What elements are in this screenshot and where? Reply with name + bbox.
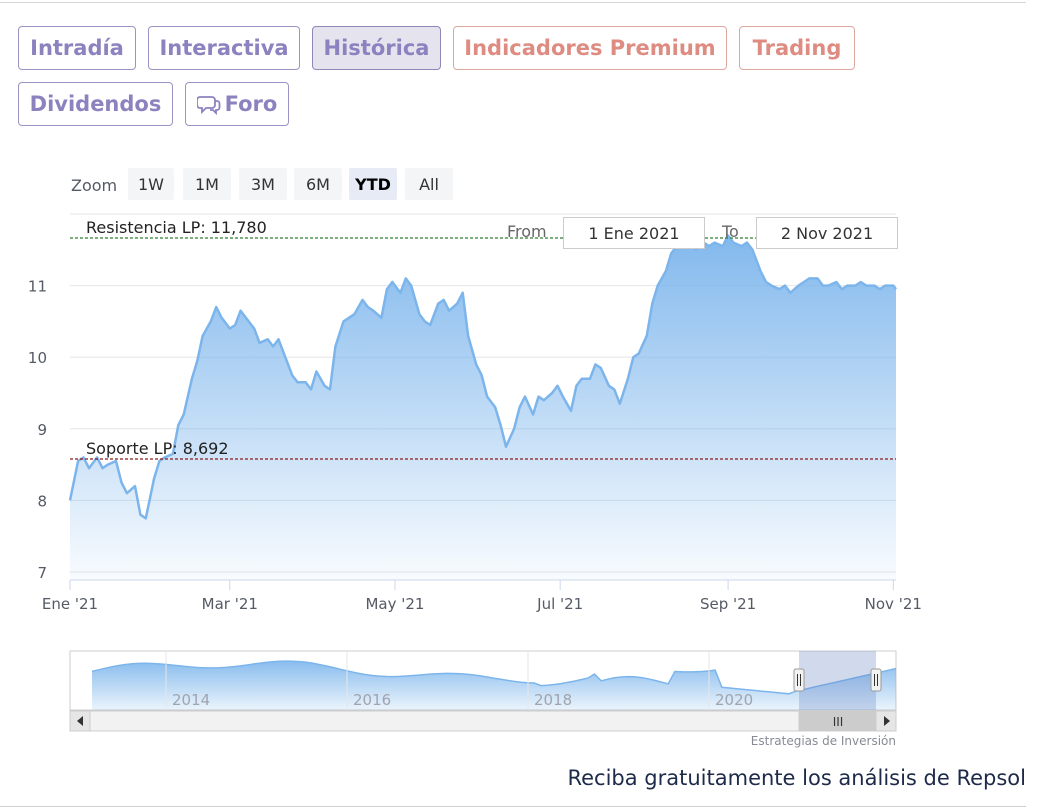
navigator-tick-label: 2020 xyxy=(715,691,753,709)
navigator: 2014 2016 2018 2020 III xyxy=(69,650,897,732)
scrollbar-left-button xyxy=(69,710,91,732)
navigator-fill xyxy=(92,661,896,710)
promo-text[interactable]: Reciba gratuitamente los análisis de Rep… xyxy=(567,766,1026,790)
scrollbar-thumb xyxy=(798,710,877,732)
zoom-6m-button[interactable]: 6M xyxy=(294,168,342,200)
x-tick-label: Nov '21 xyxy=(865,595,922,613)
x-tick-label: Sep '21 xyxy=(700,595,756,613)
x-tick-label: May '21 xyxy=(365,595,424,613)
top-divider xyxy=(0,2,1026,3)
chat-bubbles-icon xyxy=(196,96,221,115)
y-tick-label: 10 xyxy=(28,349,47,367)
series-line xyxy=(68,234,897,520)
navigator-handle-right xyxy=(870,668,882,692)
x-tick-label: Jul '21 xyxy=(536,595,583,613)
zoom-ytd-button[interactable]: YTD xyxy=(349,168,397,200)
range-from-input[interactable] xyxy=(563,217,705,249)
zoom-3m-button[interactable]: 3M xyxy=(239,168,287,200)
series-area xyxy=(68,234,897,580)
navigator-tick-label: 2018 xyxy=(534,691,572,709)
tab-foro-label: Foro xyxy=(224,92,278,116)
series-fill xyxy=(70,235,896,580)
range-from-label: From xyxy=(507,222,547,241)
zoom-label: Zoom xyxy=(71,176,118,195)
tab-intradia[interactable]: Intradía xyxy=(18,26,136,70)
annotation-layer: Resistencia LP: 11,780 Soporte LP: 8,692 xyxy=(70,218,896,460)
x-tick-label: Mar '21 xyxy=(202,595,258,613)
y-tick-label: 9 xyxy=(37,421,47,439)
tab-interactiva[interactable]: Interactiva xyxy=(148,26,300,70)
range-to-input[interactable] xyxy=(756,217,898,249)
range-to-label: To xyxy=(722,222,739,241)
resistance-label: Resistencia LP: 11,780 xyxy=(86,218,267,237)
navigator-handle-left xyxy=(793,668,805,692)
grid-layer xyxy=(70,213,896,573)
navigator-selection xyxy=(799,651,876,710)
navigator-frame xyxy=(69,650,897,711)
zoom-all-button[interactable]: All xyxy=(405,168,453,200)
x-tick-label: Ene '21 xyxy=(42,595,98,613)
chart-credits[interactable]: Estrategias de Inversión xyxy=(750,734,896,748)
y-tick-label: 11 xyxy=(28,278,47,296)
scrollbar-track xyxy=(69,710,897,732)
arrow-left-icon xyxy=(77,716,83,726)
support-label: Soporte LP: 8,692 xyxy=(86,439,229,458)
scrollbar-grip: III xyxy=(833,715,844,729)
tab-indicadores-premium[interactable]: Indicadores Premium xyxy=(453,26,727,70)
y-tick-label: 8 xyxy=(37,492,47,510)
bottom-divider xyxy=(0,806,1026,807)
navigator-tick-label: 2016 xyxy=(353,691,391,709)
tab-dividendos[interactable]: Dividendos xyxy=(18,82,173,126)
arrow-right-icon xyxy=(884,716,890,726)
zoom-1w-button[interactable]: 1W xyxy=(128,168,174,200)
tab-trading[interactable]: Trading xyxy=(739,26,855,70)
tab-historica[interactable]: Histórica xyxy=(312,26,441,70)
navigator-line xyxy=(91,660,897,695)
axis-layer: 7 8 9 10 11 Ene '21 Mar '21 May '21 Jul '21 Sep '… xyxy=(28,278,922,613)
zoom-1m-button[interactable]: 1M xyxy=(183,168,231,200)
navigator-tick-label: 2014 xyxy=(172,691,210,709)
tab-foro[interactable]: Foro xyxy=(185,82,289,126)
y-tick-label: 7 xyxy=(37,564,47,582)
scrollbar-right-button xyxy=(875,710,897,732)
